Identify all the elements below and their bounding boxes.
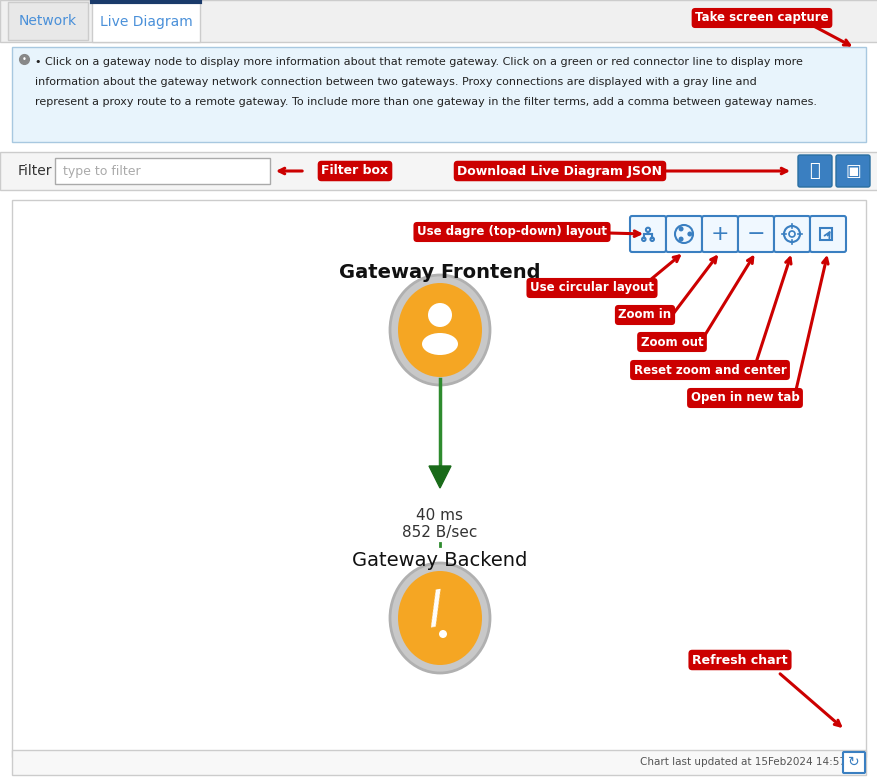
FancyBboxPatch shape: [835, 155, 869, 187]
Text: Use circular layout: Use circular layout: [530, 281, 653, 294]
Text: /: /: [424, 587, 447, 632]
Text: •: •: [22, 54, 26, 64]
Circle shape: [678, 236, 683, 242]
Circle shape: [678, 226, 683, 232]
Text: Zoom out: Zoom out: [640, 336, 702, 349]
Text: Refresh chart: Refresh chart: [691, 653, 787, 667]
Ellipse shape: [397, 283, 481, 377]
Text: represent a proxy route to a remote gateway. To include more than one gateway in: represent a proxy route to a remote gate…: [35, 97, 816, 107]
Text: Chart last updated at 15Feb2024 14:57:57: Chart last updated at 15Feb2024 14:57:57: [639, 757, 862, 767]
Text: ⤓: ⤓: [809, 162, 819, 180]
FancyBboxPatch shape: [8, 2, 88, 40]
FancyBboxPatch shape: [774, 216, 809, 252]
Text: ↻: ↻: [847, 755, 859, 769]
Circle shape: [438, 630, 446, 638]
Text: Reset zoom and center: Reset zoom and center: [633, 364, 786, 377]
Text: Open in new tab: Open in new tab: [690, 392, 798, 405]
Text: type to filter: type to filter: [63, 165, 140, 177]
Text: ▣: ▣: [845, 162, 859, 180]
Text: • Click on a gateway node to display more information about that remote gateway.: • Click on a gateway node to display mor…: [35, 57, 802, 67]
FancyBboxPatch shape: [55, 158, 270, 184]
Text: 852 B/sec: 852 B/sec: [402, 525, 477, 541]
Ellipse shape: [389, 563, 489, 673]
FancyBboxPatch shape: [738, 216, 774, 252]
FancyBboxPatch shape: [842, 752, 864, 773]
FancyBboxPatch shape: [702, 216, 738, 252]
Text: 40 ms: 40 ms: [416, 507, 463, 522]
FancyBboxPatch shape: [809, 216, 845, 252]
FancyBboxPatch shape: [92, 2, 200, 42]
Circle shape: [687, 232, 692, 236]
Text: information about the gateway network connection between two gateways. Proxy con: information about the gateway network co…: [35, 77, 756, 87]
Text: Download Live Diagram JSON: Download Live Diagram JSON: [457, 165, 662, 177]
Text: Live Diagram: Live Diagram: [99, 15, 192, 29]
Ellipse shape: [397, 571, 481, 665]
FancyBboxPatch shape: [12, 750, 865, 775]
Text: Filter box: Filter box: [321, 165, 389, 177]
Text: Take screen capture: Take screen capture: [695, 12, 828, 25]
FancyBboxPatch shape: [0, 0, 877, 42]
FancyBboxPatch shape: [12, 200, 865, 757]
FancyBboxPatch shape: [0, 152, 877, 190]
Text: Network: Network: [19, 14, 77, 28]
FancyBboxPatch shape: [666, 216, 702, 252]
Text: Filter: Filter: [18, 164, 53, 178]
FancyBboxPatch shape: [630, 216, 666, 252]
Text: Use dagre (top-down) layout: Use dagre (top-down) layout: [417, 225, 606, 239]
Text: Gateway Frontend: Gateway Frontend: [339, 263, 540, 281]
Text: Gateway Backend: Gateway Backend: [352, 550, 527, 570]
Text: −: −: [745, 224, 765, 244]
Text: Zoom in: Zoom in: [617, 308, 671, 322]
Text: ⚙: ⚙: [18, 53, 30, 65]
Text: +: +: [709, 224, 729, 244]
FancyBboxPatch shape: [12, 47, 865, 142]
FancyBboxPatch shape: [797, 155, 831, 187]
Ellipse shape: [389, 275, 489, 385]
Circle shape: [427, 303, 452, 327]
FancyArrow shape: [429, 466, 451, 488]
Ellipse shape: [422, 333, 458, 355]
